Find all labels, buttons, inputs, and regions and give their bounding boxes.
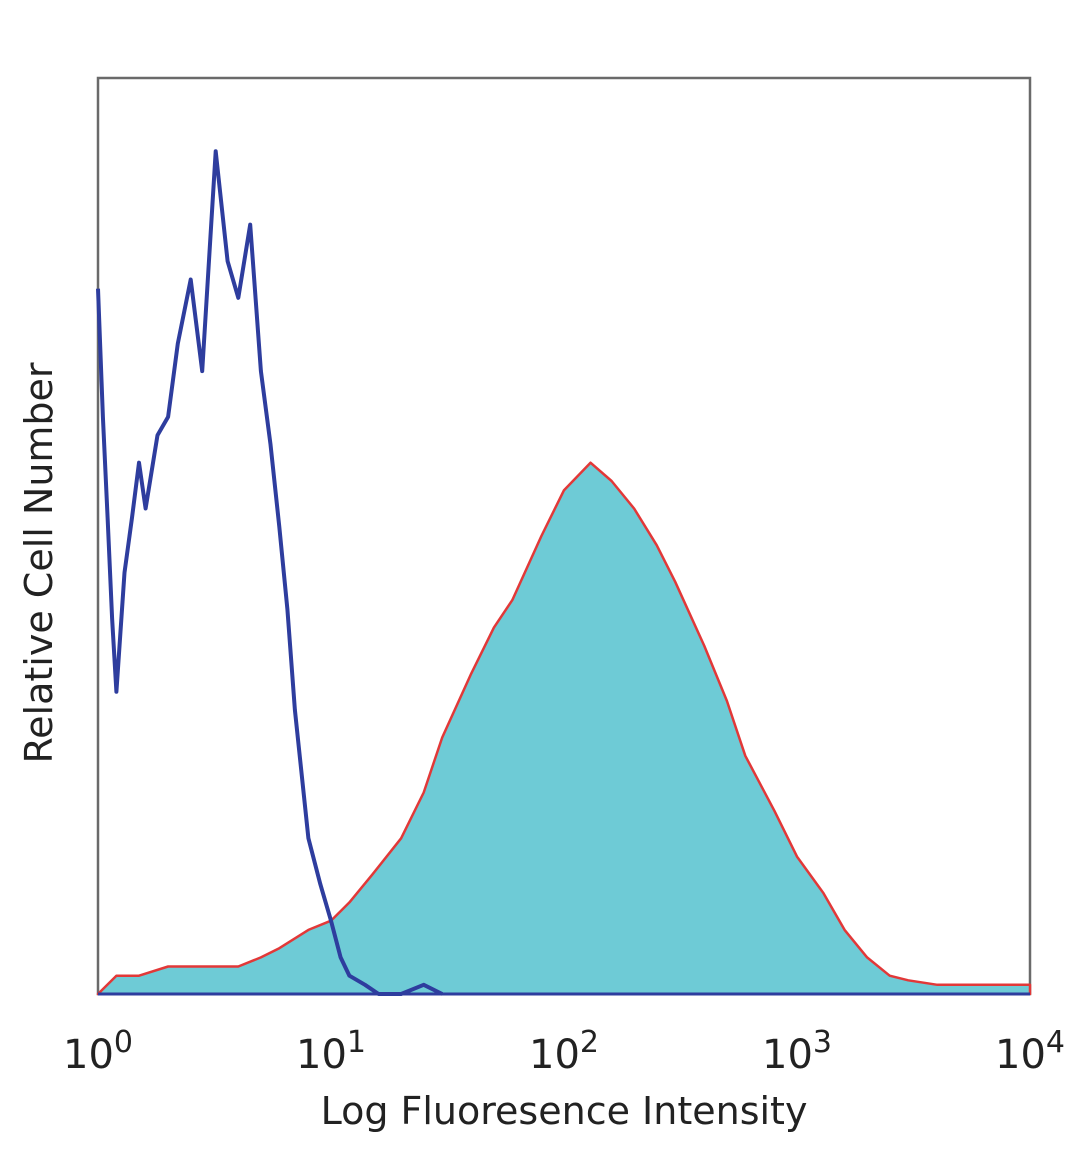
- plot-area: [96, 76, 1032, 996]
- x-tick-label: 100: [63, 1025, 133, 1078]
- x-tick-label: 104: [995, 1025, 1065, 1078]
- histogram-series-filled: [96, 461, 1032, 996]
- x-tick-label: 102: [529, 1025, 599, 1078]
- x-axis-label: Log Fluoresence Intensity: [321, 1089, 808, 1133]
- histogram-series-outline: [96, 149, 444, 996]
- x-tick-labels: 100 101 102 103 104: [63, 1025, 1065, 1078]
- x-tick-label: 103: [762, 1025, 832, 1078]
- y-axis-label: Relative Cell Number: [17, 362, 61, 763]
- x-tick-label: 101: [296, 1025, 366, 1078]
- series-layer: [96, 149, 1032, 996]
